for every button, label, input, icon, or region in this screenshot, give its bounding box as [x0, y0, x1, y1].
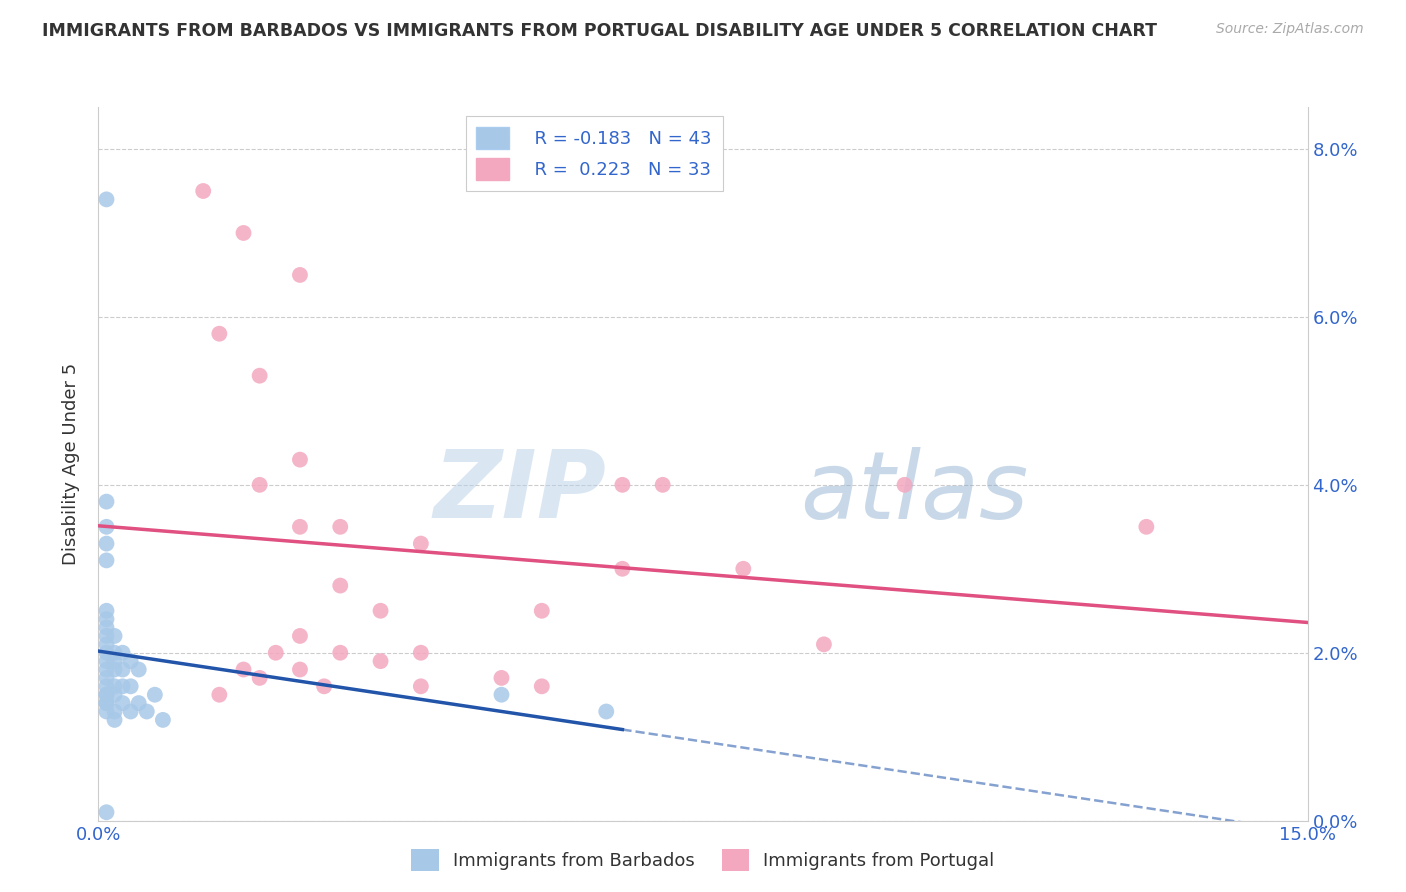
Point: [651, 478, 673, 492]
Point: [893, 478, 915, 492]
Point: [370, 654, 392, 668]
Point: [96, 536, 118, 550]
Point: [530, 604, 553, 618]
Point: [409, 679, 432, 693]
Point: [135, 705, 157, 719]
Point: [128, 663, 150, 677]
Point: [103, 663, 125, 677]
Point: [96, 193, 118, 207]
Point: [329, 646, 352, 660]
Point: [314, 679, 336, 693]
Point: [143, 688, 166, 702]
Point: [111, 696, 134, 710]
Point: [120, 654, 142, 668]
Point: [96, 494, 118, 508]
Legend: Immigrants from Barbados, Immigrants from Portugal: Immigrants from Barbados, Immigrants fro…: [404, 842, 1002, 879]
Point: [96, 679, 118, 693]
Point: [288, 268, 311, 282]
Point: [96, 663, 118, 677]
Point: [96, 553, 118, 567]
Point: [491, 688, 513, 702]
Point: [96, 671, 118, 685]
Point: [249, 368, 271, 383]
Text: IMMIGRANTS FROM BARBADOS VS IMMIGRANTS FROM PORTUGAL DISABILITY AGE UNDER 5 CORR: IMMIGRANTS FROM BARBADOS VS IMMIGRANTS F…: [42, 22, 1157, 40]
Point: [208, 688, 231, 702]
Point: [96, 805, 118, 820]
Point: [96, 629, 118, 643]
Point: [103, 705, 125, 719]
Point: [120, 679, 142, 693]
Point: [128, 696, 150, 710]
Point: [208, 326, 231, 341]
Point: [103, 629, 125, 643]
Point: [530, 679, 553, 693]
Point: [152, 713, 174, 727]
Point: [96, 696, 118, 710]
Point: [103, 646, 125, 660]
Y-axis label: Disability Age Under 5: Disability Age Under 5: [62, 363, 80, 565]
Point: [111, 663, 134, 677]
Point: [96, 621, 118, 635]
Point: [491, 671, 513, 685]
Point: [96, 637, 118, 651]
Point: [813, 637, 835, 651]
Point: [1135, 520, 1157, 534]
Point: [409, 646, 432, 660]
Point: [370, 604, 392, 618]
Point: [103, 688, 125, 702]
Point: [288, 663, 311, 677]
Point: [96, 612, 118, 626]
Point: [96, 688, 118, 702]
Point: [288, 520, 311, 534]
Legend:   R = -0.183   N = 43,   R =  0.223   N = 33: R = -0.183 N = 43, R = 0.223 N = 33: [465, 116, 723, 191]
Point: [96, 520, 118, 534]
Point: [120, 705, 142, 719]
Point: [103, 654, 125, 668]
Point: [103, 679, 125, 693]
Text: ZIP: ZIP: [433, 446, 606, 539]
Point: [232, 226, 254, 240]
Point: [595, 705, 617, 719]
Point: [612, 478, 634, 492]
Point: [288, 629, 311, 643]
Point: [232, 663, 254, 677]
Point: [288, 452, 311, 467]
Text: atlas: atlas: [800, 447, 1028, 538]
Point: [96, 688, 118, 702]
Text: Source: ZipAtlas.com: Source: ZipAtlas.com: [1216, 22, 1364, 37]
Point: [249, 478, 271, 492]
Point: [96, 705, 118, 719]
Point: [96, 604, 118, 618]
Point: [96, 696, 118, 710]
Point: [409, 536, 432, 550]
Point: [249, 671, 271, 685]
Point: [733, 562, 755, 576]
Point: [193, 184, 215, 198]
Point: [612, 562, 634, 576]
Point: [103, 713, 125, 727]
Point: [96, 646, 118, 660]
Point: [329, 578, 352, 592]
Point: [264, 646, 287, 660]
Point: [96, 654, 118, 668]
Point: [111, 646, 134, 660]
Point: [329, 520, 352, 534]
Point: [111, 679, 134, 693]
